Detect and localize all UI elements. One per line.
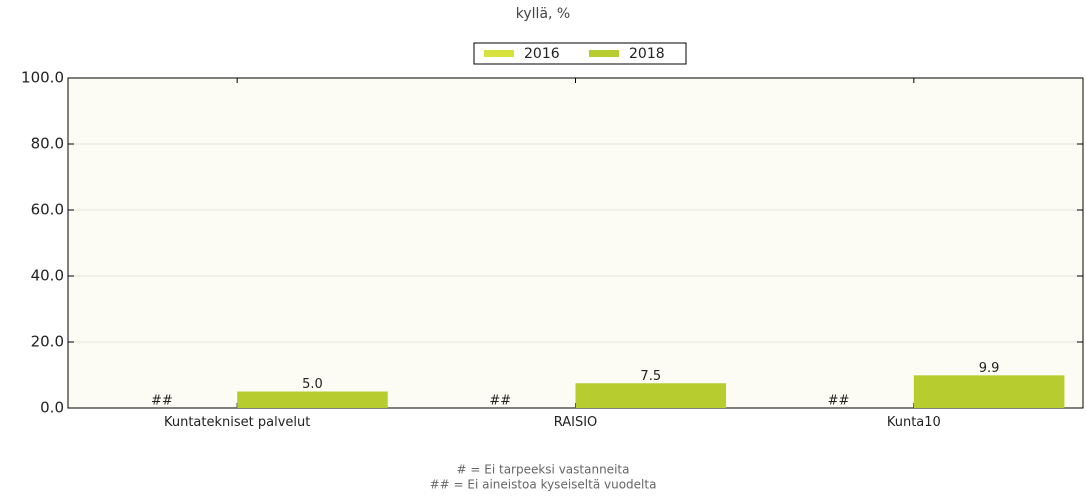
y-tick-label: 60.0: [31, 201, 64, 219]
y-tick-label: 80.0: [31, 135, 64, 153]
value-label: 5.0: [302, 377, 323, 392]
note: # = Ei tarpeeksi vastanneita: [457, 463, 630, 477]
chart-title: kyllä, %: [516, 6, 570, 22]
x-tick-label: Kuntatekniset palvelut: [163, 415, 311, 430]
legend-label: 2016: [524, 46, 560, 62]
legend-label: 2018: [629, 46, 665, 62]
legend-swatch: [589, 50, 619, 57]
bar: [237, 391, 388, 408]
bar: [913, 375, 1065, 408]
value-label: 7.5: [640, 369, 661, 384]
y-tick-label: 100.0: [21, 69, 64, 87]
value-label: ##: [828, 394, 850, 409]
x-tick-label: RAISIO: [553, 415, 598, 430]
y-tick-label: 0.0: [40, 399, 64, 417]
legend-swatch: [484, 50, 514, 57]
y-tick-label: 40.0: [31, 267, 64, 285]
value-label: ##: [151, 394, 173, 409]
plot-area: [68, 78, 1083, 408]
x-tick-label: Kunta10: [886, 415, 941, 430]
bar: [575, 383, 727, 408]
value-label: 9.9: [979, 361, 1000, 376]
y-tick-label: 20.0: [31, 333, 64, 351]
note: ## = Ei aineistoa kyseiseltä vuodelta: [430, 478, 657, 492]
value-label: ##: [489, 394, 511, 409]
legend-box: [473, 42, 687, 65]
